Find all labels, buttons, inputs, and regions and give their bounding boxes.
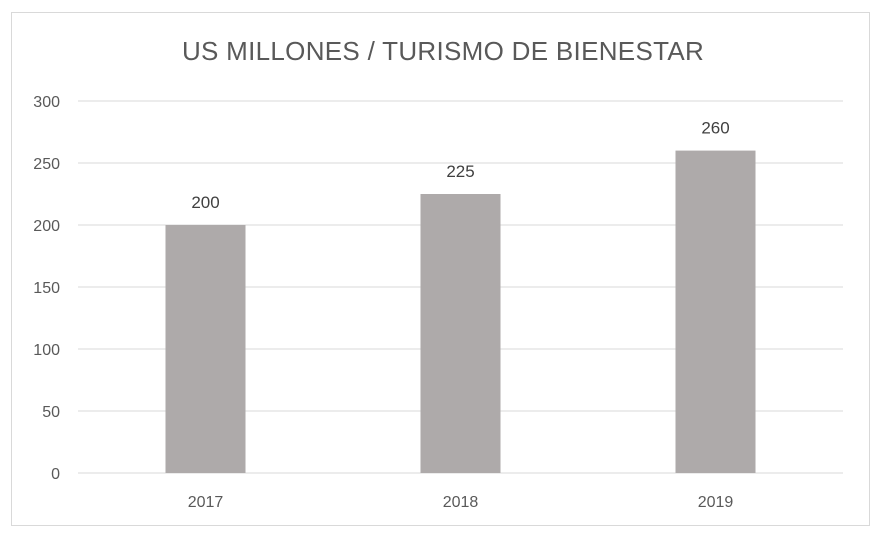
y-tick-label: 150 xyxy=(33,280,60,297)
y-tick-label: 300 xyxy=(33,94,60,111)
chart-title: US MILLONES / TURISMO DE BIENESTAR xyxy=(181,36,705,66)
bar-2018 xyxy=(420,194,501,473)
y-tick-label: 200 xyxy=(33,218,60,235)
data-label: 200 xyxy=(191,193,219,212)
x-tick-label: 2018 xyxy=(443,494,479,511)
y-tick-label: 0 xyxy=(51,466,60,483)
bar-2017 xyxy=(165,225,246,473)
x-tick-label: 2017 xyxy=(188,494,224,511)
y-tick-label: 250 xyxy=(33,156,60,173)
data-label: 260 xyxy=(701,119,729,138)
y-tick-label: 50 xyxy=(42,404,60,421)
data-label: 225 xyxy=(446,162,474,181)
y-tick-label: 100 xyxy=(33,342,60,359)
x-tick-label: 2019 xyxy=(698,494,734,511)
bar-2019 xyxy=(675,150,756,473)
